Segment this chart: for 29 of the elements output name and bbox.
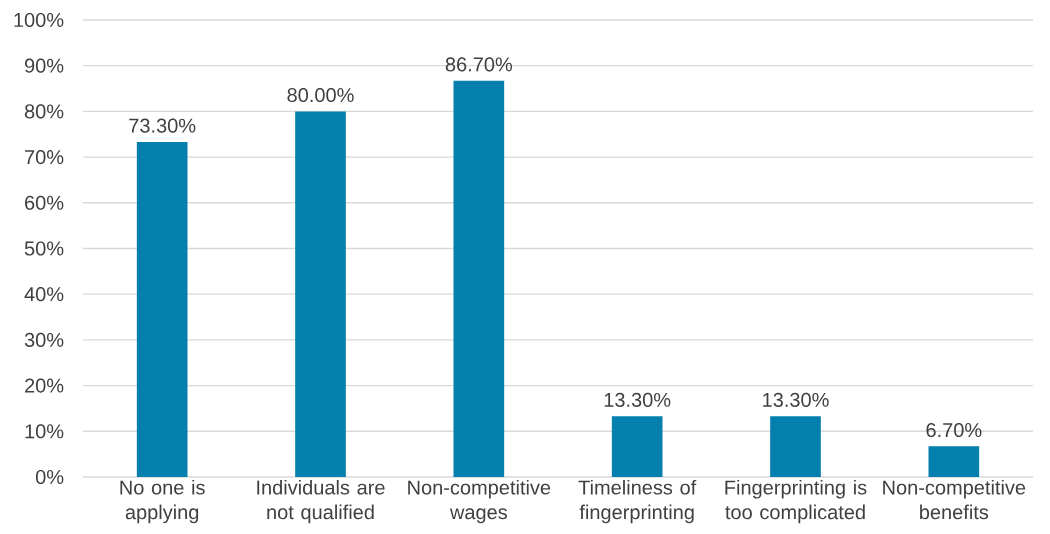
data-label: 13.30% xyxy=(604,392,671,407)
y-tick-label: 90% xyxy=(24,58,64,73)
y-tick-label: 0% xyxy=(35,469,64,485)
y-tick-label: 10% xyxy=(25,424,64,439)
x-tick-label: Fingerprinting is too complicated xyxy=(725,479,867,524)
data-label: 86.70% xyxy=(445,57,513,72)
y-tick-label: 100% xyxy=(14,12,64,28)
y-tick-label: 20% xyxy=(25,378,64,393)
data-label: 6.70% xyxy=(926,422,982,438)
data-label: 80.00% xyxy=(287,87,354,103)
x-tick-label: Individuals are not qualified xyxy=(257,479,385,524)
data-label: 73.30% xyxy=(129,118,196,133)
bar xyxy=(928,446,980,477)
x-tick-label: Timeliness of fingerprinting xyxy=(578,479,697,524)
bar xyxy=(453,80,505,477)
x-tick-label: Non-competitive benefits xyxy=(883,479,1026,520)
bar xyxy=(295,111,346,477)
y-tick-label: 30% xyxy=(24,332,64,347)
y-tick-label: 60% xyxy=(25,195,64,210)
x-tick-label: No one is applying xyxy=(120,479,205,524)
bar xyxy=(611,416,663,477)
x-tick-label: Non-competitive wages xyxy=(408,479,551,524)
y-tick-label: 80% xyxy=(24,104,64,119)
data-label: 13.30% xyxy=(763,392,829,407)
bar xyxy=(136,142,188,477)
y-tick-label: 40% xyxy=(24,287,64,302)
bar xyxy=(770,416,821,477)
y-tick-label: 70% xyxy=(25,150,64,165)
y-tick-label: 50% xyxy=(24,241,64,256)
